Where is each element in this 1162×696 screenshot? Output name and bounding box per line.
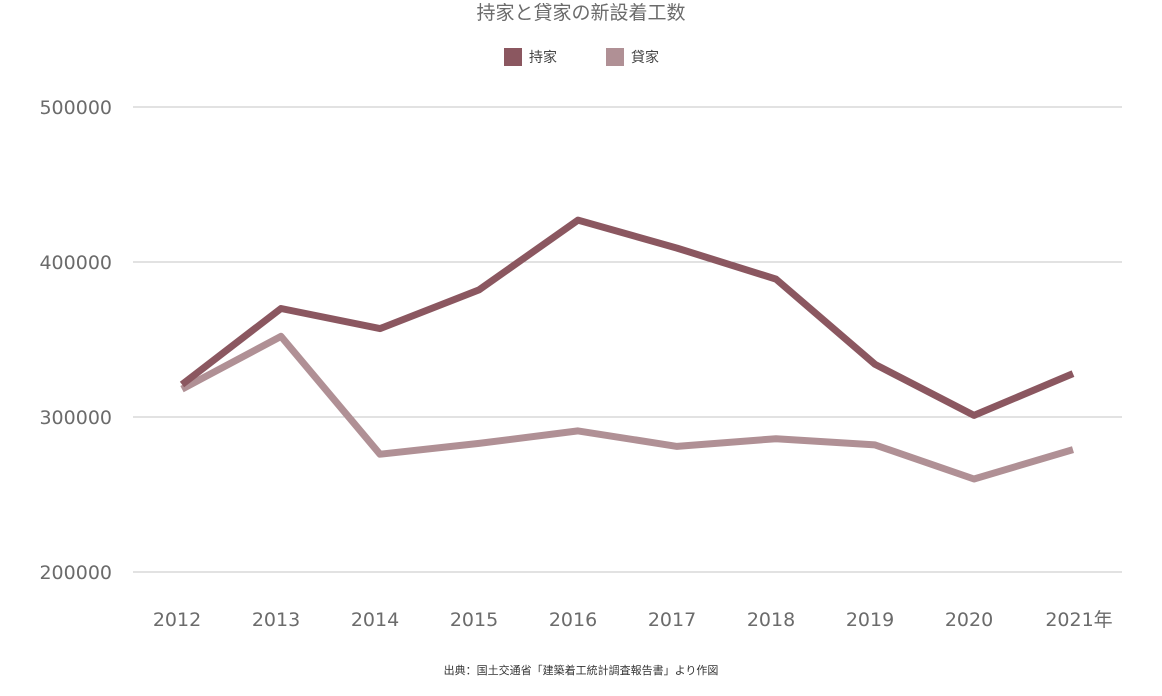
x-tick-label: 2018 bbox=[747, 609, 795, 631]
x-tick-label: 2020 bbox=[945, 609, 993, 631]
series-line-kashiya bbox=[180, 332, 1074, 483]
y-axis-tick-labels: 200000 300000 400000 500000 bbox=[39, 97, 112, 584]
y-tick-label: 200000 bbox=[39, 562, 112, 584]
x-tick-label: 2016 bbox=[549, 609, 597, 631]
gridlines bbox=[133, 106, 1122, 573]
x-tick-label: 2021年 bbox=[1045, 609, 1112, 631]
y-tick-label: 300000 bbox=[39, 407, 112, 429]
x-tick-label: 2014 bbox=[351, 609, 399, 631]
x-tick-label: 2019 bbox=[846, 609, 894, 631]
source-note: 出典：国土交通省「建築着工統計調査報告書」より作図 bbox=[444, 663, 719, 677]
legend-swatch-kashiya bbox=[606, 48, 624, 66]
x-tick-label: 2015 bbox=[450, 609, 498, 631]
y-tick-label: 400000 bbox=[39, 252, 112, 274]
series-lines bbox=[179, 216, 1075, 483]
x-tick-label: 2013 bbox=[252, 609, 300, 631]
legend-label-kashiya: 貸家 bbox=[631, 49, 659, 66]
x-tick-label: 2012 bbox=[153, 609, 201, 631]
legend-label-mochiie: 持家 bbox=[529, 49, 557, 66]
x-tick-label: 2017 bbox=[648, 609, 696, 631]
x-axis-tick-labels: 2012 2013 2014 2015 2016 2017 2018 2019 2020 2021… bbox=[153, 609, 1113, 631]
legend: 持家 貸家 bbox=[504, 48, 659, 66]
chart-title: 持家と貸家の新設着工数 bbox=[476, 2, 685, 24]
series-line-mochiie bbox=[179, 216, 1075, 419]
legend-swatch-mochiie bbox=[504, 48, 522, 66]
y-tick-label: 500000 bbox=[39, 97, 112, 119]
